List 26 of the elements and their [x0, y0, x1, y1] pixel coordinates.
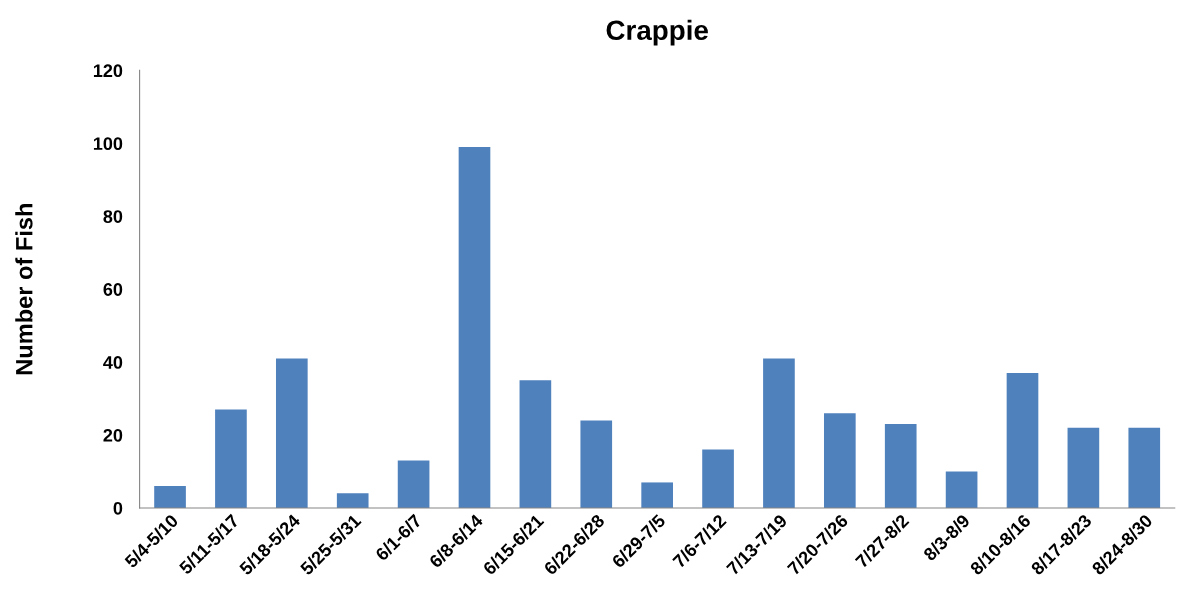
bar: [884, 424, 917, 508]
y-axis-title: Number of Fish: [15, 204, 33, 375]
y-tick-label: 100: [93, 137, 123, 151]
chart-title: Crappie: [606, 19, 708, 46]
bar: [275, 358, 308, 508]
bar: [458, 146, 491, 508]
y-tick-label: 80: [103, 210, 123, 223]
bar: [215, 409, 247, 508]
y-tick-label: 60: [103, 283, 123, 296]
bar: [154, 486, 186, 508]
bar: [763, 358, 795, 508]
bar: [1067, 427, 1100, 508]
bar: [519, 380, 552, 508]
bar: [823, 413, 856, 508]
bar: [945, 471, 978, 508]
y-tick-label: 20: [103, 428, 123, 442]
bar: [1128, 427, 1161, 508]
y-tick-label: 40: [103, 356, 123, 369]
bar: [336, 493, 369, 508]
bar: [397, 460, 430, 508]
bar: [702, 449, 734, 508]
bar: [580, 420, 613, 508]
y-tick-label: 120: [93, 64, 123, 78]
y-tick-label: 0: [113, 501, 123, 515]
bar: [641, 482, 673, 508]
bar: [1006, 373, 1039, 508]
